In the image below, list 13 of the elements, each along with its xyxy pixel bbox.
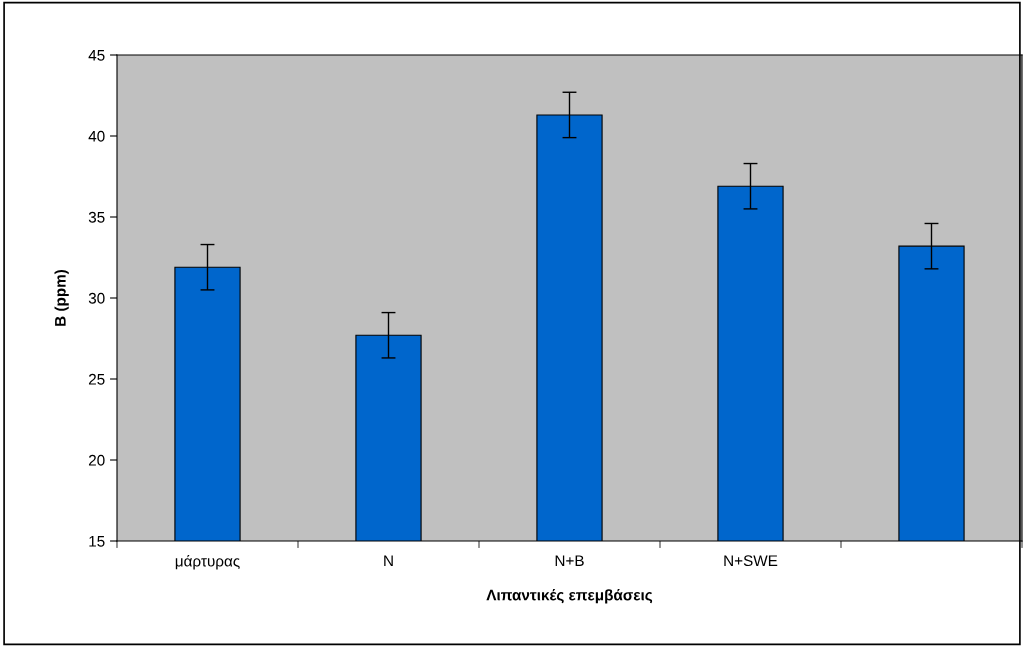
x-tick-label: N+B — [555, 555, 584, 566]
y-tick-label: 35 — [88, 211, 105, 223]
x-tick-label: μάρτυρας — [175, 554, 240, 570]
y-tick-label: 20 — [88, 454, 105, 466]
y-tick-label: 15 — [89, 536, 105, 547]
y-tick-label: 45 — [88, 50, 105, 61]
y-axis-title: B (ppm) — [54, 269, 69, 326]
x-tick-label: N — [384, 555, 393, 566]
y-tick-label: 25 — [88, 373, 105, 385]
y-tick-label: 40 — [88, 130, 105, 142]
x-axis-title: Λιπαντικές επεμβάσεις — [486, 589, 653, 604]
y-tick-label: 30 — [88, 292, 105, 304]
x-tick-label: N+SWE — [724, 555, 778, 567]
